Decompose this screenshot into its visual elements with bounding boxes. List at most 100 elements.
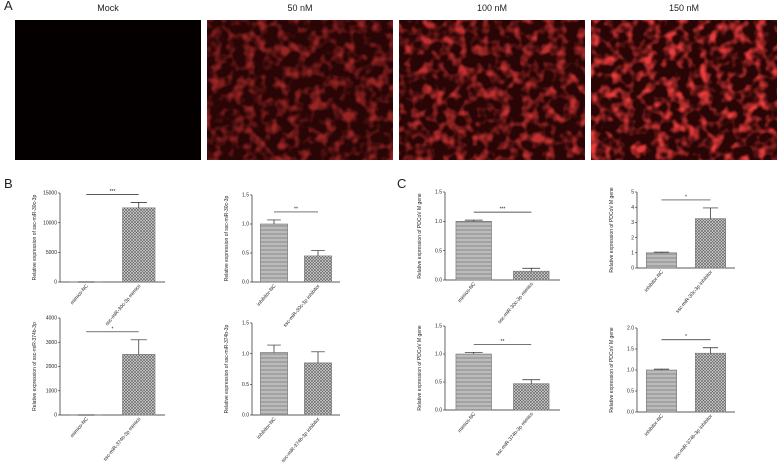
error-bar [311,351,325,363]
fluorescence [207,20,393,160]
image-caption: 50 nM [287,3,312,13]
x-tick-label: ssc-miR-374b-3p mimics [102,416,142,462]
x-tick-label: ssc-miR-374b-3p inhibitor [280,416,321,464]
y-tick-label: 1.0 [435,219,442,225]
error-bar [311,250,325,256]
x-tick-label: inhibitor-NC [643,269,665,293]
error-bar [130,202,147,208]
error-bar [702,347,719,354]
y-axis-label: Relative expression of ssc-miR-30c-3p [224,195,230,281]
y-tick-label: 1.0 [435,352,442,358]
y-axis-label: Relative expression of PDCoV M gene [609,327,615,413]
x-tick-label: inhibitor-NC [256,416,278,440]
y-axis-label: Relative expression of PDCoV M gene [417,193,423,279]
y-tick-label: 1.5 [242,321,249,327]
error-bar [522,379,541,384]
y-tick-label: 0.5 [242,382,249,388]
error-bar [702,207,719,219]
y-tick-label: 2 [631,235,634,241]
y-tick-label: 0 [54,280,57,286]
y-tick-label: 0.0 [435,408,442,414]
fluorescence [399,20,585,160]
error-bar [464,219,483,222]
significance-mark: * [685,334,687,340]
x-tick-label: mimics-NC [69,283,90,306]
y-axis-label: Relative expression of ssc-miR-30c-3p [32,194,38,280]
x-tick-label: mimics-NC [69,416,90,439]
fluorescence [591,20,777,160]
panel-label: C [397,176,406,191]
x-tick-label: ssc-miR-30c-3p mimics [104,283,142,327]
bar [260,223,288,283]
y-tick-label: 0.5 [435,248,442,254]
bar [122,207,156,283]
y-axis-label: Relative expression of ssc-miR-374b-3p [32,322,38,411]
significance-mark: ** [294,206,298,212]
y-tick-label: 1.0 [242,351,249,357]
y-tick-label: 0.0 [242,413,249,419]
significance-mark: *** [110,189,116,195]
y-tick-label: 10000 [43,220,57,226]
x-tick-label: inhibitor-NC [643,413,665,437]
bar [260,352,288,416]
x-tick-label: ssc-miR-30c-3p inhibitor [675,269,714,314]
panel-label: A [4,0,13,13]
y-tick-label: 0.5 [627,389,634,395]
y-tick-label: 0 [54,413,57,419]
error-bar [653,251,670,253]
bar [646,369,677,413]
x-tick-label: inhibitor-NC [256,283,278,307]
image-caption: 100 nM [477,3,507,13]
y-tick-label: 1.5 [627,347,634,353]
bar [455,353,492,411]
bar [695,218,726,269]
x-tick-label: ssc-miR-30c-3p inhibitor [282,283,321,328]
error-bar [267,344,281,353]
significance-mark: * [685,194,687,200]
error-bar [464,351,483,354]
bar [646,252,677,269]
y-tick-label: 5000 [46,250,57,256]
error-bar [267,219,281,224]
image-caption: Mock [97,3,119,13]
y-tick-label: 0 [631,266,634,272]
significance-mark: *** [500,207,506,213]
y-axis-label: Relative expression of PDCoV M gene [609,187,615,273]
y-tick-label: 1.5 [435,190,442,196]
bar [122,354,156,416]
y-tick-label: 0.0 [435,278,442,284]
y-axis-label: Relative expression of PDCoV M gene [417,325,423,411]
x-tick-label: ssc-miR-374b-3p mimics [495,411,535,457]
x-tick-label: ssc-miR-374b-3p inhibitor [673,413,714,461]
y-tick-label: 2.0 [627,326,634,332]
microscopy-image [15,20,201,160]
y-tick-label: 0.0 [242,280,249,286]
error-bar [653,368,670,370]
error-bar [522,267,541,272]
bar [304,255,332,283]
bar [513,383,550,411]
significance-mark: ** [501,339,505,345]
y-tick-label: 1.0 [627,368,634,374]
y-tick-label: 3 [631,220,634,226]
y-tick-label: 1.5 [242,193,249,199]
y-tick-label: 0.5 [435,380,442,386]
y-tick-label: 4 [631,205,634,211]
significance-mark: * [112,326,114,332]
y-tick-label: 1000 [46,388,57,394]
x-tick-label: mimics-NC [457,281,478,304]
image-caption: 150 nM [669,3,699,13]
y-tick-label: 1.0 [242,222,249,228]
y-tick-label: 1.5 [435,324,442,330]
bar [513,270,550,281]
y-tick-label: 0.5 [242,251,249,257]
y-axis-label: Relative expression of ssc-miR-374b-3p [224,324,230,413]
x-tick-label: mimics-NC [457,411,478,434]
y-tick-label: 4000 [46,316,57,322]
y-tick-label: 1 [631,251,634,257]
panel-label: B [4,176,13,191]
bar [695,352,726,413]
y-tick-label: 0.0 [627,410,634,416]
bar [304,362,332,416]
y-tick-label: 2000 [46,364,57,370]
